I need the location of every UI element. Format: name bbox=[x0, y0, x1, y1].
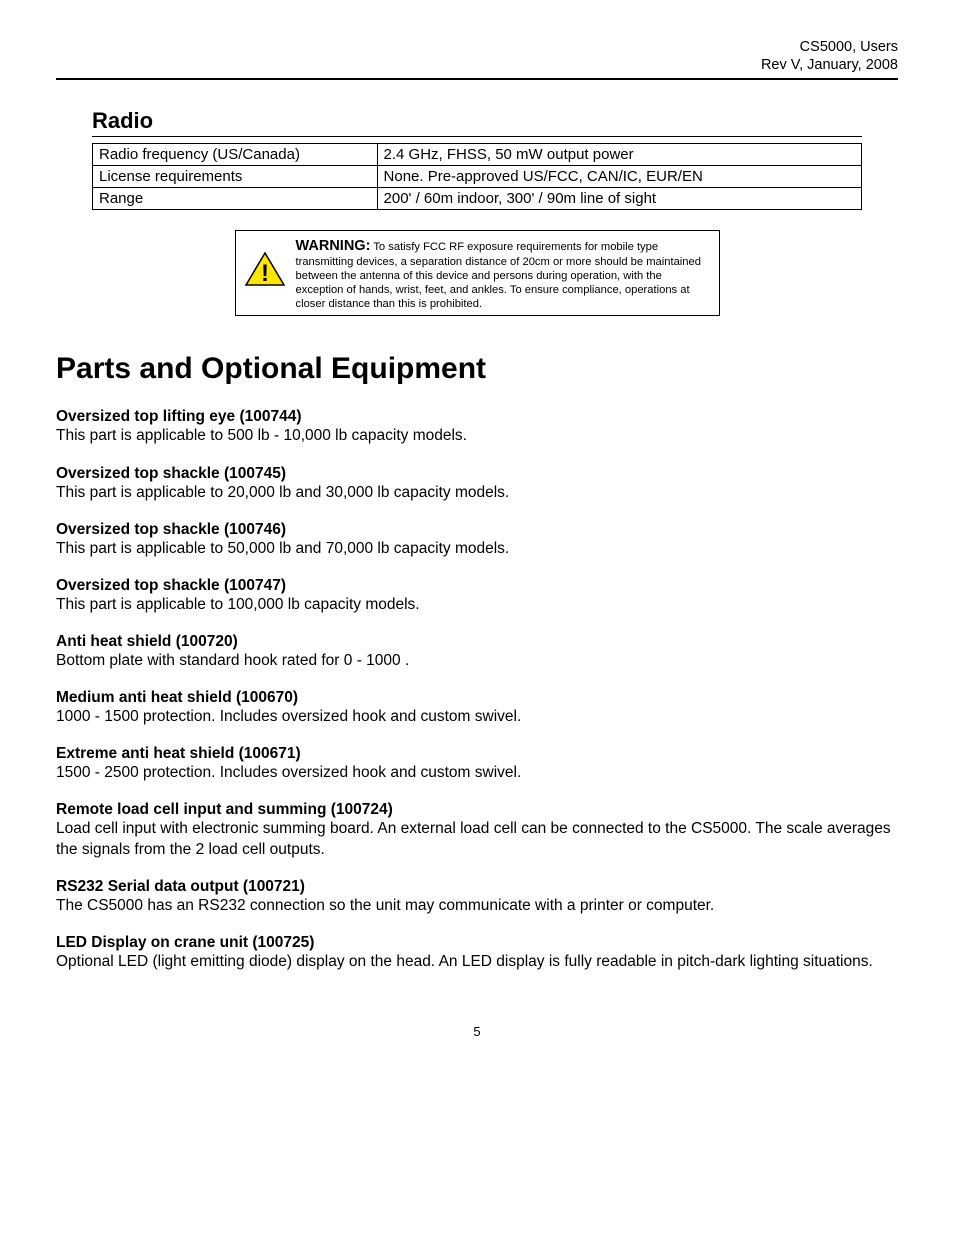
part-description: Bottom plate with standard hook rated fo… bbox=[56, 651, 898, 671]
radio-spec-table: Radio frequency (US/Canada)2.4 GHz, FHSS… bbox=[92, 143, 862, 210]
warning-icon: ! bbox=[244, 251, 286, 292]
part-description: This part is applicable to 20,000 lb and… bbox=[56, 483, 898, 503]
part-item: Oversized top shackle (100745)This part … bbox=[56, 465, 898, 503]
part-item: Extreme anti heat shield (100671)1500 - … bbox=[56, 745, 898, 783]
table-row: Radio frequency (US/Canada)2.4 GHz, FHSS… bbox=[93, 144, 862, 166]
part-description: The CS5000 has an RS232 connection so th… bbox=[56, 896, 898, 916]
part-description: This part is applicable to 100,000 lb ca… bbox=[56, 595, 898, 615]
header-line-1: CS5000, Users bbox=[56, 38, 898, 56]
svg-text:!: ! bbox=[261, 260, 269, 287]
part-item: RS232 Serial data output (100721)The CS5… bbox=[56, 878, 898, 916]
part-description: Load cell input with electronic summing … bbox=[56, 819, 898, 859]
part-item: Oversized top lifting eye (100744)This p… bbox=[56, 408, 898, 446]
warning-text: WARNING: To satisfy FCC RF exposure requ… bbox=[296, 237, 711, 311]
spec-label: License requirements bbox=[93, 166, 378, 188]
part-title: Oversized top shackle (100746) bbox=[56, 521, 898, 539]
parts-list: Oversized top lifting eye (100744)This p… bbox=[56, 408, 898, 972]
part-item: Anti heat shield (100720)Bottom plate wi… bbox=[56, 633, 898, 671]
part-title: Oversized top shackle (100745) bbox=[56, 465, 898, 483]
radio-heading-rule bbox=[92, 136, 862, 137]
header-line-2: Rev V, January, 2008 bbox=[56, 56, 898, 74]
part-description: This part is applicable to 50,000 lb and… bbox=[56, 539, 898, 559]
part-item: Medium anti heat shield (100670)1000 - 1… bbox=[56, 689, 898, 727]
spec-value: 2.4 GHz, FHSS, 50 mW output power bbox=[377, 144, 861, 166]
spec-value: 200' / 60m indoor, 300' / 90m line of si… bbox=[377, 188, 861, 210]
part-item: Oversized top shackle (100746)This part … bbox=[56, 521, 898, 559]
spec-label: Range bbox=[93, 188, 378, 210]
part-title: Medium anti heat shield (100670) bbox=[56, 689, 898, 707]
part-item: Oversized top shackle (100747)This part … bbox=[56, 577, 898, 615]
part-title: LED Display on crane unit (100725) bbox=[56, 934, 898, 952]
table-row: Range200' / 60m indoor, 300' / 90m line … bbox=[93, 188, 862, 210]
table-row: License requirementsNone. Pre-approved U… bbox=[93, 166, 862, 188]
part-description: This part is applicable to 500 lb - 10,0… bbox=[56, 426, 898, 446]
part-item: Remote load cell input and summing (1007… bbox=[56, 801, 898, 859]
part-title: RS232 Serial data output (100721) bbox=[56, 878, 898, 896]
spec-label: Radio frequency (US/Canada) bbox=[93, 144, 378, 166]
page-number: 5 bbox=[56, 1024, 898, 1039]
page-header: CS5000, Users Rev V, January, 2008 bbox=[56, 38, 898, 74]
part-description: 1500 - 2500 protection. Includes oversiz… bbox=[56, 763, 898, 783]
header-rule bbox=[56, 78, 898, 80]
radio-heading: Radio bbox=[92, 108, 862, 134]
part-description: 1000 - 1500 protection. Includes oversiz… bbox=[56, 707, 898, 727]
spec-value: None. Pre-approved US/FCC, CAN/IC, EUR/E… bbox=[377, 166, 861, 188]
part-title: Oversized top lifting eye (100744) bbox=[56, 408, 898, 426]
warning-lead: WARNING: bbox=[296, 238, 371, 254]
part-title: Remote load cell input and summing (1007… bbox=[56, 801, 898, 819]
part-description: Optional LED (light emitting diode) disp… bbox=[56, 952, 898, 972]
part-title: Anti heat shield (100720) bbox=[56, 633, 898, 651]
part-item: LED Display on crane unit (100725)Option… bbox=[56, 934, 898, 972]
warning-box: ! WARNING: To satisfy FCC RF exposure re… bbox=[235, 230, 720, 316]
part-title: Oversized top shackle (100747) bbox=[56, 577, 898, 595]
part-title: Extreme anti heat shield (100671) bbox=[56, 745, 898, 763]
parts-heading: Parts and Optional Equipment bbox=[56, 352, 898, 386]
